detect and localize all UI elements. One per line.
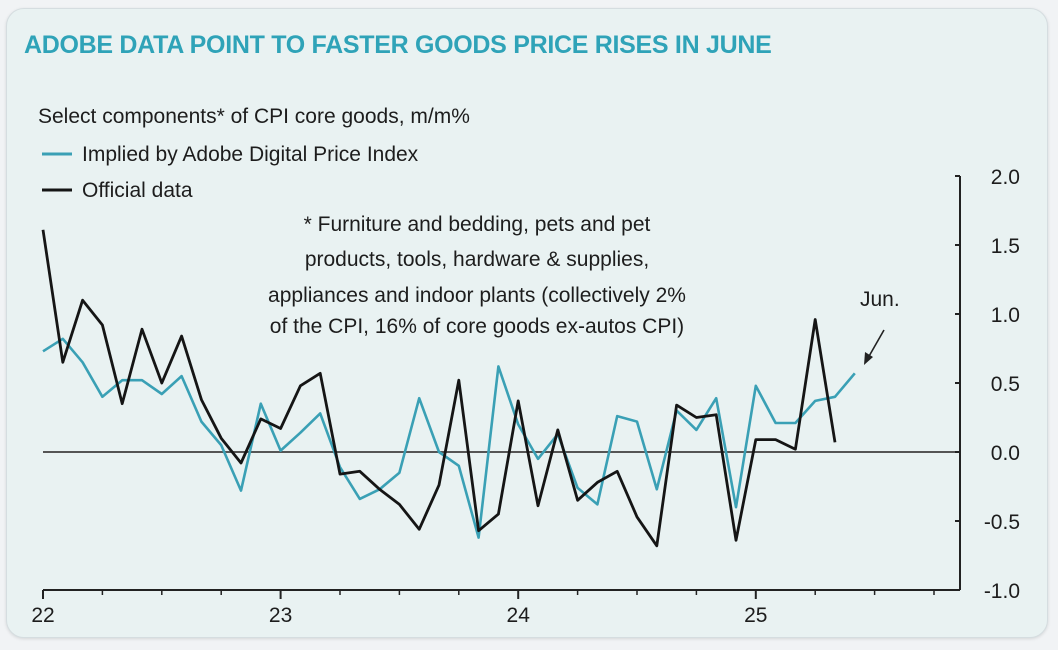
footnote-line-1: * Furniture and bedding, pets and pet	[304, 213, 651, 236]
series-line-adobe	[42, 337, 856, 539]
legend-label-official: Official data	[82, 179, 193, 202]
chart-card: ADOBE DATA POINT TO FASTER GOODS PRICE R…	[6, 8, 1048, 638]
chart-subtitle: Select components* of CPI core goods, m/…	[38, 105, 470, 128]
annotation-arrow-shaft	[867, 329, 885, 359]
y-tick-label: 2.0	[991, 166, 1020, 189]
annotation-arrow-head	[864, 352, 873, 365]
series-line-official	[41, 229, 837, 548]
x-tick-label: 23	[269, 604, 292, 627]
footnote: * Furniture and bedding, pets and pet pr…	[268, 213, 686, 338]
y-tick-label: -1.0	[984, 580, 1020, 603]
x-tick-label: 25	[744, 604, 767, 627]
y-tick-label: 0.5	[991, 373, 1020, 396]
footnote-line-3: appliances and indoor plants (collective…	[268, 284, 686, 307]
footnote-line-2: products, tools, hardware & supplies,	[305, 248, 649, 271]
annotation-label: Jun.	[860, 288, 900, 311]
y-tick-label: 1.5	[991, 235, 1020, 258]
legend-label-adobe: Implied by Adobe Digital Price Index	[82, 143, 419, 166]
june-annotation: Jun.	[860, 288, 900, 365]
chart-title: ADOBE DATA POINT TO FASTER GOODS PRICE R…	[24, 31, 772, 59]
x-tick-label: 24	[507, 604, 531, 627]
y-tick-label: -0.5	[984, 511, 1020, 534]
y-tick-label: 0.0	[991, 442, 1020, 465]
footnote-line-4: of the CPI, 16% of core goods ex-autos C…	[270, 315, 684, 338]
axes: 2.0 1.5 1.0 0.5 0.0 -0.5 -1.0 22 23 24 25	[31, 166, 1020, 627]
x-tick-label: 22	[31, 604, 54, 627]
y-tick-label: 1.0	[991, 304, 1020, 327]
series-lines	[41, 229, 856, 548]
legend: Implied by Adobe Digital Price Index Off…	[42, 143, 419, 202]
